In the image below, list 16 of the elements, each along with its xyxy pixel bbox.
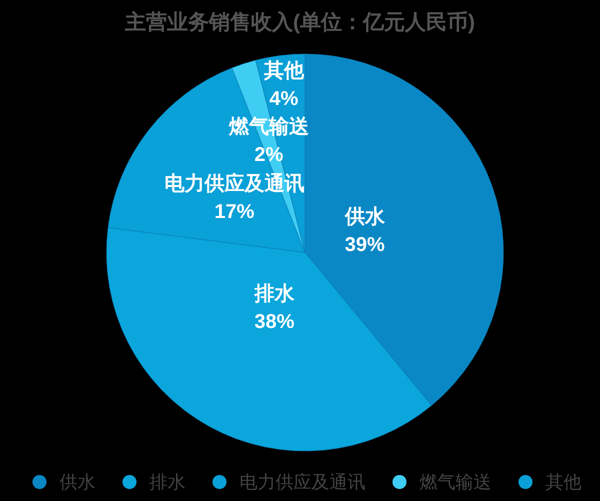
legend-label: 其他 [546, 472, 582, 492]
slice-label: 排水 [253, 283, 296, 306]
slice-label: 燃气输送 [228, 116, 309, 138]
legend-label: 燃气输送 [420, 472, 492, 492]
legend-label: 供水 [60, 472, 96, 492]
data-label: 4% [269, 88, 299, 110]
data-label: 17% [214, 200, 255, 223]
data-label: 39% [344, 234, 385, 256]
data-label: 38% [254, 311, 295, 334]
slice-label: 电力供应及通讯 [164, 172, 304, 195]
legend-label: 电力供应及通讯 [240, 472, 366, 492]
legend-label: 排水 [150, 472, 186, 492]
slice-label: 供水 [344, 206, 386, 228]
slice-label: 其他 [262, 60, 305, 82]
data-label: 2% [254, 144, 284, 166]
chart-title: 主营业务销售收入(单位：亿元人民币) [124, 10, 475, 34]
